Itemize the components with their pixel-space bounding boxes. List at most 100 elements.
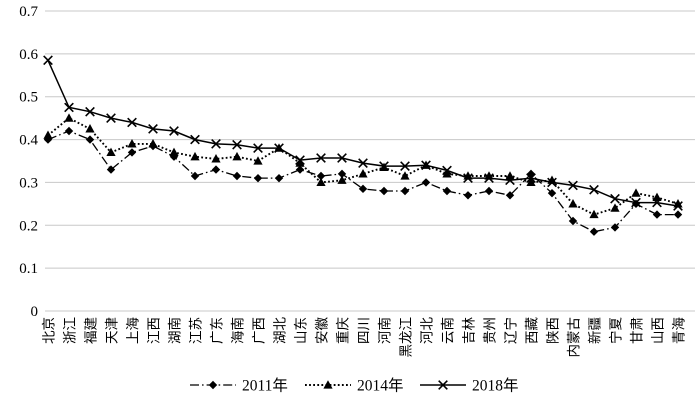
x-axis-category-label: 吉林 xyxy=(462,317,477,344)
diamond-marker xyxy=(106,165,116,174)
x-axis-category-label: 青海 xyxy=(672,317,687,344)
triangle-marker xyxy=(505,171,515,180)
x-axis-category-label: 广东 xyxy=(210,317,225,344)
series-2014年 xyxy=(43,113,683,219)
x-marker xyxy=(631,197,641,208)
x-marker xyxy=(127,117,137,128)
x-axis-category-label: 重庆 xyxy=(336,317,351,344)
triangle-marker xyxy=(232,151,242,161)
y-axis-tick-label: 0.4 xyxy=(19,133,38,149)
x-marker xyxy=(190,134,200,145)
x-marker xyxy=(295,155,305,166)
x-axis-category-label: 内蒙古 xyxy=(567,317,582,358)
y-axis-tick-label: 0.3 xyxy=(19,175,38,191)
diamond-marker xyxy=(274,173,284,183)
x-marker xyxy=(358,158,368,169)
legend-item-2011年: 2011年 xyxy=(190,377,288,395)
x-axis-category-label: 黑龙江 xyxy=(399,317,414,358)
diamond-marker xyxy=(211,165,221,174)
x-marker xyxy=(400,161,410,172)
x-marker xyxy=(526,173,536,184)
diamond-marker xyxy=(127,148,137,157)
x-axis-category-label: 浙江 xyxy=(63,317,78,344)
x-marker xyxy=(274,143,284,154)
x-axis-category-label: 广西 xyxy=(252,317,267,344)
triangle-marker xyxy=(127,139,137,148)
x-axis-category-label: 山西 xyxy=(651,317,666,344)
x-axis-category-label: 甘肃 xyxy=(630,317,645,344)
x-axis-category-label: 安徽 xyxy=(315,317,330,344)
x-marker xyxy=(547,177,557,188)
x-marker xyxy=(421,160,431,171)
diamond-marker xyxy=(358,184,368,194)
diamond-marker xyxy=(442,186,452,196)
legend-label: 2018年 xyxy=(472,377,519,395)
x-marker xyxy=(379,161,389,172)
diamond-marker xyxy=(610,223,620,232)
diamond-marker xyxy=(253,173,263,183)
triangle-marker xyxy=(43,130,53,139)
diamond-marker xyxy=(400,186,410,196)
diamond-marker xyxy=(463,191,473,200)
x-axis-category-label: 江苏 xyxy=(189,317,204,344)
gridlines xyxy=(45,10,695,312)
x-axis-category-label: 四川 xyxy=(357,317,372,344)
triangle-marker xyxy=(631,188,641,197)
triangle-marker xyxy=(526,177,536,187)
x-axis-category-label: 河北 xyxy=(420,317,435,344)
x-axis-category-labels: 北京 浙江 福建 天津 上海 江西 湖南 江苏 广东 海南 广西 湖北 山东 安徽 重庆 四川 河南 黑龙江 河北云… xyxy=(42,317,687,358)
y-axis-tick-label: 0.7 xyxy=(19,4,38,20)
diamond-marker xyxy=(631,199,641,209)
y-axis-tick-label: 0.5 xyxy=(19,90,38,106)
diamond-marker xyxy=(316,171,326,181)
x-axis-category-label: 新疆 xyxy=(588,317,603,344)
diamond-marker xyxy=(64,126,74,136)
y-axis-tick-label: 0 xyxy=(31,304,39,320)
triangle-marker xyxy=(337,175,347,184)
x-marker xyxy=(148,123,158,134)
y-axis-tick-labels: 0 0.1 0.2 0.3 0.4 0.5 0.6 0.7 xyxy=(19,4,38,320)
x-axis-category-label: 辽宁 xyxy=(503,317,519,344)
x-marker xyxy=(64,102,74,113)
triangle-marker xyxy=(148,139,158,148)
x-axis-category-label: 海南 xyxy=(231,317,246,344)
diamond-marker xyxy=(421,178,431,187)
triangle-marker xyxy=(169,147,179,157)
x-axis-category-label: 天津 xyxy=(105,317,120,344)
x-marker xyxy=(463,173,473,184)
legend-item-2014年: 2014年 xyxy=(305,377,404,395)
x-axis-category-label: 上海 xyxy=(126,317,141,344)
x-axis-category-label: 宁夏 xyxy=(608,317,624,345)
triangle-marker xyxy=(190,151,200,161)
series-line xyxy=(47,59,679,207)
x-axis-category-label: 贵州 xyxy=(483,317,498,344)
x-marker xyxy=(438,380,448,390)
diamond-marker xyxy=(232,171,242,181)
diamond-marker xyxy=(190,171,200,181)
series-2018年 xyxy=(43,55,683,211)
diamond-marker xyxy=(589,227,599,236)
triangle-marker xyxy=(64,113,74,122)
x-marker xyxy=(106,113,116,124)
legend: 2011年 2014年 2018年 xyxy=(190,377,519,395)
diamond-marker xyxy=(337,169,347,179)
triangle-marker xyxy=(589,209,599,219)
triangle-marker xyxy=(295,158,305,167)
x-axis-category-label: 湖南 xyxy=(168,317,183,344)
triangle-marker xyxy=(253,156,263,165)
x-axis-category-label: 江西 xyxy=(147,317,162,344)
y-axis-tick-label: 0.2 xyxy=(19,218,38,234)
series-2011年 xyxy=(43,126,683,236)
x-marker xyxy=(568,180,578,191)
x-marker xyxy=(442,165,452,176)
x-marker xyxy=(169,126,179,136)
triangle-marker xyxy=(610,203,620,212)
x-marker xyxy=(85,106,95,117)
triangle-marker xyxy=(652,192,662,202)
legend-label: 2011年 xyxy=(242,377,288,395)
diamond-marker xyxy=(652,210,662,219)
legend-label: 2014年 xyxy=(357,377,404,395)
x-axis-category-label: 山东 xyxy=(294,317,309,344)
triangle-marker xyxy=(85,124,95,133)
